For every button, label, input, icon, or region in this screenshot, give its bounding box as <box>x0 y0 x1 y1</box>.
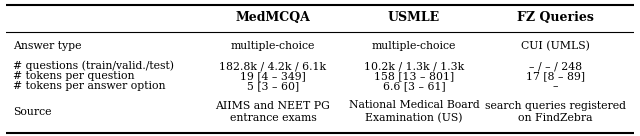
Text: – / – / 248: – / – / 248 <box>529 61 582 71</box>
Text: # tokens per answer option: # tokens per answer option <box>13 81 165 91</box>
Text: USMLE: USMLE <box>388 11 440 24</box>
Text: 19 [4 – 349]: 19 [4 – 349] <box>240 71 306 81</box>
Text: MedMCQA: MedMCQA <box>236 11 310 24</box>
Text: CUI (UMLS): CUI (UMLS) <box>521 41 589 51</box>
Text: FZ Queries: FZ Queries <box>516 11 594 24</box>
Text: National Medical Board
Examination (US): National Medical Board Examination (US) <box>349 100 479 124</box>
Text: multiple-choice: multiple-choice <box>231 41 315 51</box>
Text: 182.8k / 4.2k / 6.1k: 182.8k / 4.2k / 6.1k <box>220 61 326 71</box>
Text: 5 [3 – 60]: 5 [3 – 60] <box>247 81 299 91</box>
Text: # tokens per question: # tokens per question <box>13 71 134 81</box>
Text: # questions (train/valid./test): # questions (train/valid./test) <box>13 61 173 71</box>
Text: 6.6 [3 – 61]: 6.6 [3 – 61] <box>383 81 445 91</box>
Text: search queries registered
on FindZebra: search queries registered on FindZebra <box>484 101 626 123</box>
Text: Source: Source <box>13 107 51 117</box>
Text: AIIMS and NEET PG
entrance exams: AIIMS and NEET PG entrance exams <box>216 101 330 123</box>
Text: 158 [13 – 801]: 158 [13 – 801] <box>374 71 454 81</box>
Text: multiple-choice: multiple-choice <box>372 41 456 51</box>
Text: –: – <box>552 81 558 91</box>
Text: 17 [8 – 89]: 17 [8 – 89] <box>525 71 585 81</box>
Text: 10.2k / 1.3k / 1.3k: 10.2k / 1.3k / 1.3k <box>364 61 464 71</box>
Text: Answer type: Answer type <box>13 41 81 51</box>
